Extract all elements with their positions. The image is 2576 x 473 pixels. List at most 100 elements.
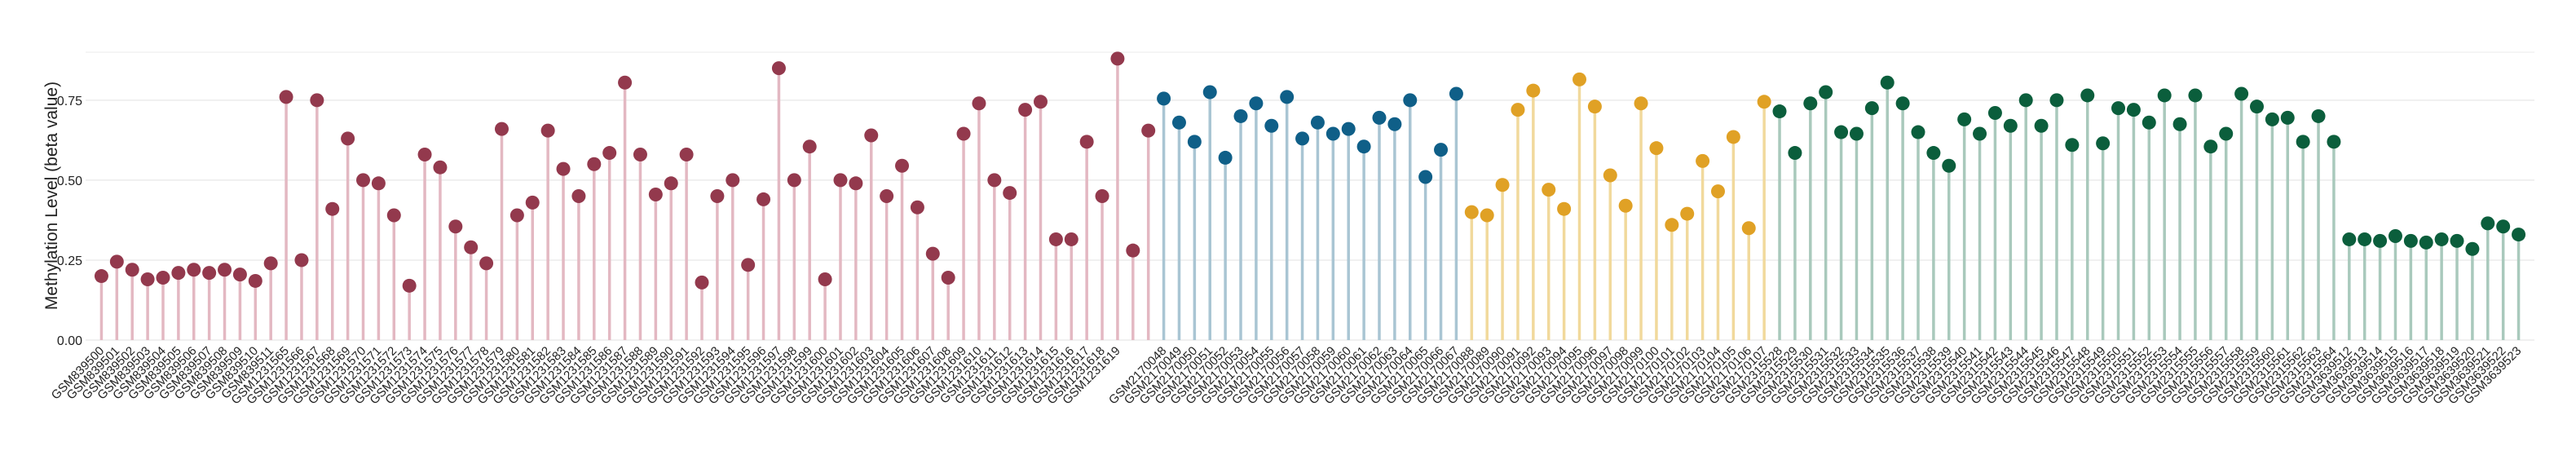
dot	[1618, 198, 1633, 213]
dot	[341, 131, 355, 146]
dot	[1249, 96, 1264, 111]
dot	[156, 271, 170, 285]
dot	[633, 148, 647, 162]
dot	[417, 148, 432, 162]
dot	[1418, 170, 1433, 184]
dot	[756, 192, 771, 206]
dot	[2080, 88, 2095, 103]
dot	[356, 173, 371, 188]
dot	[2142, 115, 2156, 130]
dot	[726, 173, 740, 188]
dot	[187, 263, 201, 277]
dot	[2280, 110, 2295, 125]
dot	[2172, 117, 2187, 131]
y-axis-label: Methylation Level (beta value)	[42, 82, 61, 310]
dot	[2249, 99, 2264, 114]
dot	[2403, 233, 2418, 248]
dot	[2373, 233, 2388, 248]
dot	[910, 200, 924, 214]
dot	[202, 266, 217, 281]
dot	[1680, 206, 1695, 221]
dot	[695, 275, 709, 290]
dot	[2450, 233, 2464, 248]
dot	[1295, 131, 1310, 146]
dot	[2296, 135, 2310, 149]
dot	[1202, 85, 1217, 99]
dot	[2234, 86, 2249, 101]
dot	[679, 148, 694, 162]
dot	[1126, 243, 1140, 258]
dot	[1480, 208, 1494, 223]
dot	[618, 75, 633, 90]
dot	[771, 61, 786, 76]
dot	[94, 269, 108, 284]
dot	[2465, 241, 2480, 256]
dot	[171, 266, 186, 281]
dot	[1310, 115, 1325, 130]
dot	[140, 272, 155, 286]
dot	[1141, 123, 1156, 138]
dot	[402, 278, 417, 293]
dot	[1987, 106, 2002, 121]
dot	[232, 267, 247, 282]
dot	[1495, 178, 1510, 192]
dot	[880, 189, 894, 203]
dot	[1634, 96, 1648, 111]
dot	[1434, 143, 1449, 157]
dot	[1403, 93, 1418, 108]
dot	[2496, 219, 2511, 234]
dot	[1957, 112, 1972, 126]
dot	[802, 139, 817, 154]
dot	[864, 128, 879, 143]
dot	[1803, 96, 1818, 111]
dot	[540, 123, 555, 138]
dot	[587, 157, 602, 171]
dot	[710, 189, 725, 203]
dot	[941, 271, 955, 285]
dot	[2512, 228, 2526, 242]
dot	[556, 161, 571, 176]
dot	[433, 160, 448, 175]
dot	[1387, 117, 1402, 131]
dot	[2265, 112, 2279, 126]
dot	[1542, 183, 1556, 197]
dot	[818, 272, 832, 286]
dot	[2219, 126, 2234, 141]
dot	[1911, 125, 1925, 139]
y-tick-label: 0.50	[57, 175, 82, 188]
dot	[2065, 138, 2080, 153]
dot	[1449, 86, 1463, 101]
dot	[1849, 126, 1864, 141]
y-tick-label: 0.75	[57, 95, 82, 108]
dot	[1356, 139, 1371, 154]
dot	[1587, 99, 1602, 114]
dot	[1064, 232, 1078, 246]
dot	[1233, 108, 1248, 123]
dot	[1757, 95, 1771, 109]
dot	[1603, 168, 1617, 183]
dot	[1372, 110, 1387, 125]
dot	[263, 256, 278, 271]
dot	[1325, 126, 1340, 141]
dot	[1464, 205, 1479, 219]
dot	[386, 208, 401, 223]
dot	[2188, 88, 2203, 103]
dot	[1741, 221, 1756, 236]
dot	[509, 208, 524, 223]
dot	[1788, 146, 1802, 161]
dot	[741, 258, 756, 272]
dot	[218, 263, 232, 277]
dot	[1696, 153, 1710, 168]
dot	[1280, 90, 1295, 104]
dot	[1218, 150, 1233, 165]
dot	[602, 146, 617, 161]
dot	[1926, 146, 1941, 161]
dot	[1095, 189, 1109, 203]
dot	[2311, 108, 2326, 123]
dot	[109, 254, 124, 269]
dot	[464, 240, 479, 254]
dot	[1649, 141, 1664, 156]
dot	[2434, 232, 2449, 246]
dot	[525, 195, 540, 210]
